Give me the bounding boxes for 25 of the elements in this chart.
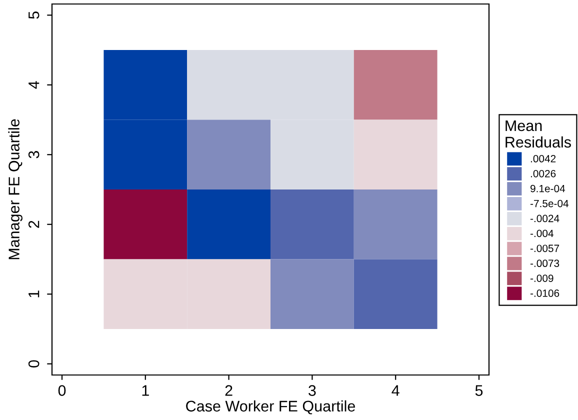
color-bar-label: -7.5e-04 <box>530 200 569 208</box>
color-bar-label: -.004 <box>530 230 554 238</box>
y-tick-label: 1 <box>28 290 40 298</box>
color-bar-label: -.0106 <box>530 290 560 297</box>
y-tick-label: 5 <box>28 12 40 19</box>
y-tick-label: 0 <box>28 360 40 368</box>
x-tick-label: 5 <box>475 385 483 396</box>
x-tick-label: 4 <box>392 385 400 396</box>
y-tick-label: 4 <box>28 81 40 89</box>
x-tick-label: 2 <box>225 385 232 396</box>
color-bar-label: -.0057 <box>530 244 560 252</box>
color-bar-label: .0026 <box>530 170 556 178</box>
x-tick-label: 3 <box>308 385 316 396</box>
x-axis-title: Case Worker FE Quartile <box>186 400 356 414</box>
y-tick-label: 2 <box>28 220 40 228</box>
color-bar-label: .0042 <box>530 155 556 162</box>
y-axis-title: Manager FE Quartile <box>8 119 22 260</box>
y-tick-label: 3 <box>28 151 40 158</box>
x-tick-label: 1 <box>142 385 149 396</box>
color-bar-label: 9.1e-04 <box>530 184 566 192</box>
color-bar-label: -.009 <box>530 274 554 282</box>
color-bar-label: -.0024 <box>530 214 560 222</box>
legend-title: Mean Residuals <box>506 120 571 148</box>
x-tick-label: 0 <box>58 385 66 396</box>
color-bar-label: -.0073 <box>530 260 560 268</box>
